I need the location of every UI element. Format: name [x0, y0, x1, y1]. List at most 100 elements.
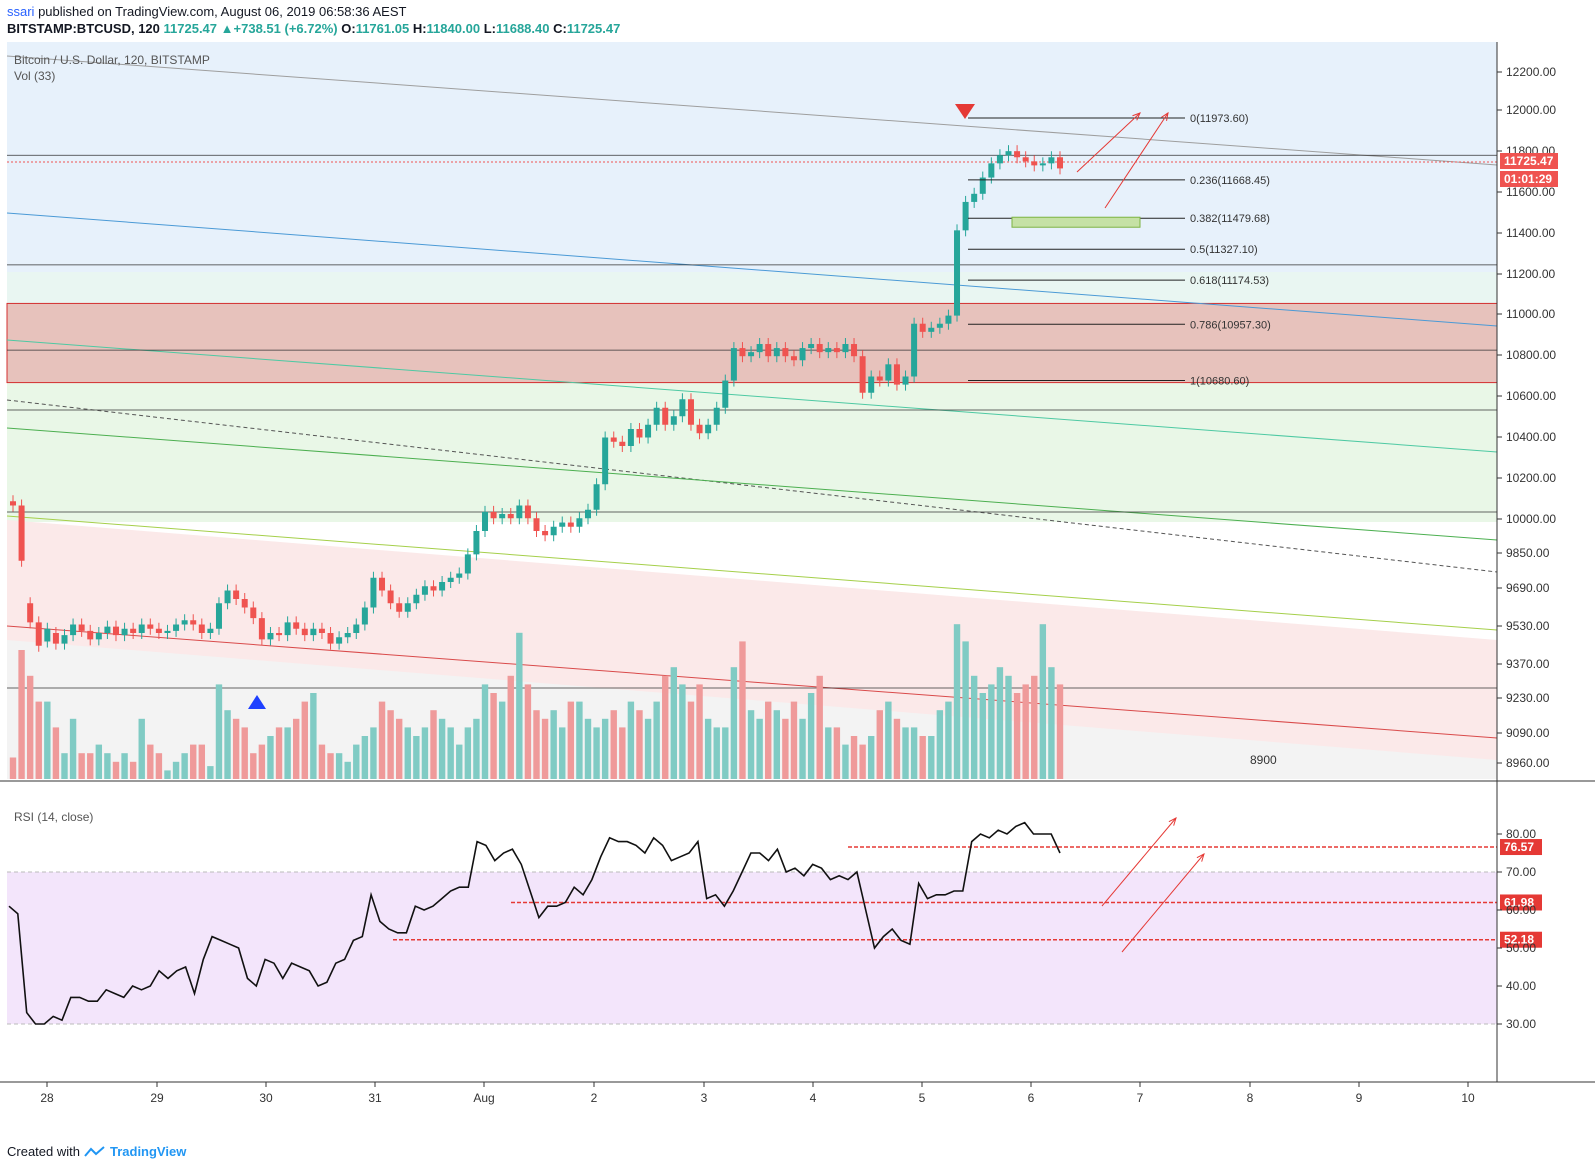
candle — [413, 594, 420, 604]
price-tick-label: 9850.00 — [1506, 546, 1550, 560]
price-tick-label: 11000.00 — [1506, 307, 1555, 321]
candle — [636, 429, 643, 438]
volume-bar — [361, 736, 369, 779]
candle — [662, 407, 669, 425]
channel-line-green — [6, 427, 1498, 541]
volume-bar — [267, 736, 274, 779]
price-tick-label: 9230.00 — [1506, 691, 1550, 705]
volume-bar — [1039, 624, 1047, 779]
volume-bar — [284, 727, 291, 779]
channel-line-red — [6, 625, 1498, 739]
fib-label: 0.382(11479.68) — [1190, 213, 1270, 225]
volume-bar — [421, 727, 429, 779]
volume-bar — [121, 753, 128, 779]
candle — [310, 628, 317, 636]
candle — [130, 628, 137, 633]
volume-bar — [104, 753, 111, 779]
rsi-tick-label: 60.00 — [1506, 903, 1536, 917]
volume-bar — [310, 693, 317, 779]
candle — [971, 193, 978, 202]
candle — [988, 163, 995, 178]
volume-bar — [636, 710, 643, 779]
candle — [653, 407, 660, 425]
volume-bar — [507, 675, 514, 779]
published-text: published on TradingView.com, August 06,… — [38, 4, 407, 19]
volume-bar — [473, 718, 480, 779]
candle — [610, 437, 617, 442]
rsi-tick-label: 80.00 — [1506, 827, 1536, 841]
candle — [893, 364, 900, 385]
rsi-level-badge-text: 52.18 — [1504, 933, 1534, 947]
candle — [696, 424, 703, 434]
rsi-arrow-1-head — [1168, 817, 1177, 826]
price-tick-label: 10400.00 — [1506, 430, 1556, 444]
volume-bar — [867, 736, 875, 779]
rsi-arrow-1 — [1101, 817, 1177, 907]
price-tick-label: 9530.00 — [1506, 619, 1550, 633]
volume-bar — [962, 641, 969, 779]
volume-bar — [438, 718, 446, 779]
price-tick-label: 10000.00 — [1506, 512, 1556, 526]
time-tick-label: 31 — [368, 1091, 382, 1105]
volume-bar — [1022, 684, 1029, 779]
volume-bar — [464, 727, 472, 779]
volume-bar — [378, 701, 386, 779]
candle — [705, 424, 712, 434]
candle — [859, 356, 866, 393]
target-arrow-2-head — [1161, 111, 1169, 121]
candle — [885, 364, 892, 381]
volume-bar — [756, 718, 763, 779]
target-arrow-2 — [1104, 112, 1169, 209]
candle — [516, 505, 523, 519]
volume-bar — [850, 736, 858, 779]
volume-bar — [670, 667, 678, 779]
time-tick-label: 9 — [1356, 1091, 1363, 1105]
volume-bar — [18, 650, 25, 779]
candle — [627, 429, 634, 446]
candle — [876, 376, 883, 381]
rsi-legend[interactable]: RSI (14, close) — [14, 810, 94, 824]
candle — [104, 626, 111, 633]
low-label: L: — [483, 21, 496, 36]
bg-band-blue — [7, 42, 1497, 272]
candle — [344, 633, 351, 638]
series-legend[interactable]: Bitcoin / U.S. Dollar, 120, BITSTAMP — [14, 53, 210, 67]
candle — [808, 344, 815, 349]
sell-marker — [955, 104, 975, 119]
candle — [138, 624, 145, 633]
rsi-level-badge — [1500, 894, 1542, 911]
volume-bar — [69, 718, 77, 779]
target-arrow-1 — [1076, 112, 1141, 173]
candle — [78, 624, 85, 631]
volume-bar — [825, 727, 832, 779]
volume-legend[interactable]: Vol (33) — [14, 69, 56, 83]
volume-bar — [155, 753, 163, 779]
publisher-link[interactable]: ssari — [7, 4, 35, 19]
volume-bar — [395, 718, 403, 779]
created-with-text: Created with — [7, 1144, 80, 1159]
candle — [1022, 157, 1029, 162]
volume-bar — [26, 675, 34, 779]
open-value: 11761.05 — [355, 21, 410, 36]
candle — [799, 348, 806, 361]
volume-bar — [275, 727, 283, 779]
candle — [730, 348, 737, 381]
candle — [550, 526, 557, 536]
candle — [756, 344, 763, 353]
volume-bar — [833, 727, 841, 779]
volume-bar — [301, 701, 308, 779]
candle — [327, 633, 334, 644]
candle — [928, 327, 935, 332]
tradingview-brand[interactable]: TradingView — [109, 1144, 187, 1159]
candle — [233, 590, 240, 599]
candle — [336, 637, 343, 644]
volume-bar — [61, 753, 68, 779]
candle — [782, 348, 789, 357]
volume-bar — [1031, 675, 1038, 779]
support-box — [1011, 216, 1141, 228]
candle — [215, 603, 222, 629]
volume-bar — [807, 693, 815, 779]
candle — [765, 344, 772, 357]
volume-bar — [687, 701, 695, 779]
